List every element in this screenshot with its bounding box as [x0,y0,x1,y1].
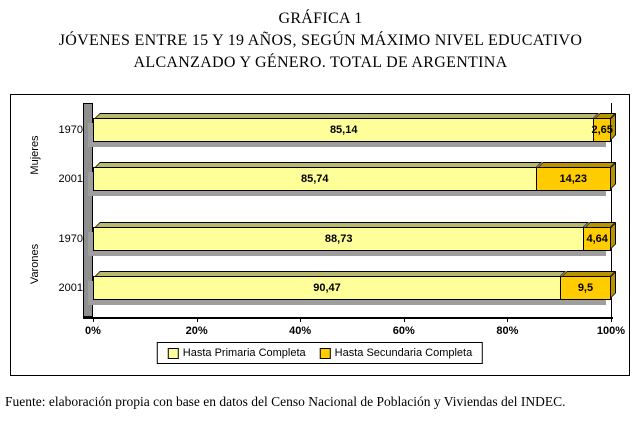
chart-title-line3: ALCANZADO Y GÉNERO. TOTAL DE ARGENTINA [133,54,508,71]
x-tick-label: 20% [185,325,208,337]
bar-row: 90,47 9,5 [93,276,611,300]
bar-segment-secundaria: 14,23 [536,168,610,190]
bar-segment-primaria: 90,47 [94,277,561,299]
stacked-bar: 88,73 4,64 [93,227,611,251]
bar-segment-primaria: 85,14 [94,119,595,141]
bar-segment-primaria: 88,73 [94,228,585,250]
legend-swatch-primaria-icon [167,347,179,359]
bar-value-label: 85,14 [329,124,358,136]
chart-title-line1: GRÁFICA 1 [278,10,363,27]
legend-label-secundaria: Hasta Secundaria Completa [334,347,473,359]
bar-segment-secundaria: 4,64 [584,228,610,250]
bar-value-label: 9,5 [577,282,594,294]
year-label: 1970 [58,124,83,136]
plot-area: 85,14 2,65 85,74 14,23 88,73 4,64 90,47 9,5 [93,103,613,317]
x-tick-mark [93,317,94,322]
bar-segment-secundaria: 9,5 [560,277,610,299]
chart-title-line2: JÓVENES ENTRE 15 Y 19 AÑOS, SEGÚN MÁXIMO… [58,32,583,49]
x-tick-mark [507,317,509,322]
bar-row: 85,74 14,23 [93,167,611,191]
group-label: Mujeres [29,134,41,175]
bar-value-label: 4,64 [586,233,608,245]
bar-row: 85,14 2,65 [93,118,613,142]
bar-value-label: 2,65 [591,124,613,136]
legend-item-primaria: Hasta Primaria Completa [167,347,306,359]
x-tick-label: 80% [496,325,519,337]
bar-row: 88,73 4,64 [93,227,611,251]
bar-value-label: 88,73 [324,233,353,245]
stacked-bar: 90,47 9,5 [93,276,611,300]
source-note: Fuente: elaboración propia con base en d… [5,394,566,409]
legend-label-primaria: Hasta Primaria Completa [182,347,306,359]
stacked-bar: 85,14 2,65 [93,118,613,142]
x-tick-mark [300,317,302,322]
x-axis-line [83,317,613,319]
legend: Hasta Primaria Completa Hasta Secundaria… [156,342,484,364]
x-tick-label: 100% [596,325,626,337]
x-tick-label: 0% [85,325,101,337]
stacked-bar: 85,74 14,23 [93,167,611,191]
chart-area: 85,14 2,65 85,74 14,23 88,73 4,64 90,47 9,5 197… [10,94,630,376]
bar-value-label: 90,47 [313,282,341,294]
group-label: Varones [29,243,41,284]
legend-item-secundaria: Hasta Secundaria Completa [319,347,473,359]
chart-title: GRÁFICA 1 JÓVENES ENTRE 15 Y 19 AÑOS, SE… [0,8,641,74]
x-tick-mark [611,317,612,322]
x-tick-label: 40% [289,325,312,337]
year-label: 1970 [58,233,83,245]
bar-value-label: 85,74 [301,173,329,185]
bar-segment-secundaria: 2,65 [591,119,613,141]
bar-segment-primaria: 85,74 [94,168,537,190]
x-tick-mark [196,317,198,322]
x-tick-mark [403,317,405,322]
year-label: 2001 [58,282,83,294]
legend-swatch-secundaria-icon [319,347,331,359]
bar-value-label: 14,23 [559,173,588,185]
x-tick-label: 60% [392,325,415,337]
year-label: 2001 [58,173,83,185]
chart-3d-wall [83,103,93,317]
